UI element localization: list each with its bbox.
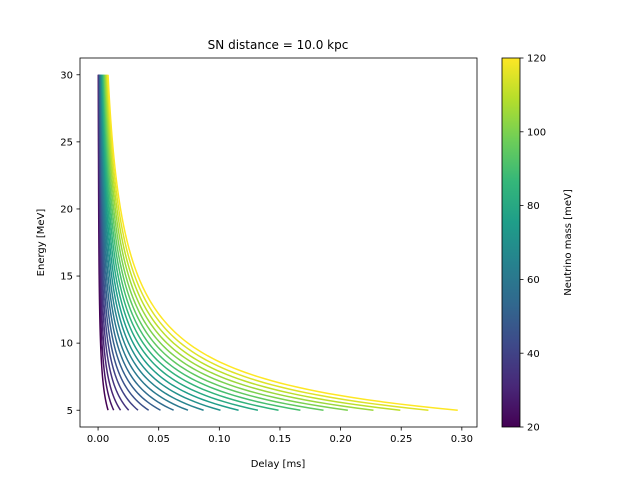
y-tick-label: 25: [60, 137, 73, 148]
curve-mass-85: [102, 74, 279, 411]
x-tick-label: 0.15: [269, 434, 291, 445]
colorbar-tick-label: 120: [527, 54, 546, 65]
curve-mass-105: [104, 74, 374, 411]
y-axis-ticks: 5 10 15 20 25 30: [60, 70, 80, 417]
x-axis-ticks: 0.00 0.05 0.10 0.15 0.20 0.25 0.30: [87, 427, 473, 445]
y-tick-label: 5: [67, 406, 73, 417]
y-tick-label: 30: [60, 70, 73, 81]
colorbar-tick-label: 60: [527, 275, 540, 286]
mass-curves: [97, 74, 458, 411]
x-tick-label: 0.10: [208, 434, 230, 445]
plot-frame: [79, 57, 478, 428]
colorbar-gradient: [502, 58, 520, 427]
x-tick-label: 0.05: [148, 434, 170, 445]
x-tick-label: 0.30: [451, 434, 473, 445]
colorbar-tick-label: 100: [527, 127, 546, 138]
x-tick-label: 0.00: [87, 434, 109, 445]
colorbar-label: Neutrino mass [meV]: [563, 189, 574, 296]
colorbar-tick-label: 40: [527, 349, 540, 360]
chart-title: SN distance = 10.0 kpc: [208, 38, 349, 52]
curve-mass-120: [107, 74, 458, 411]
colorbar-tick-label: 80: [527, 201, 540, 212]
colorbar-frame: [501, 57, 521, 428]
x-axis-label: Delay [ms]: [251, 459, 306, 470]
plot-area: 0.00 0.05 0.10 0.15 0.20 0.25 0.30 5 10 15 20 25 30: [60, 57, 478, 445]
y-axis-label: Energy [MeV]: [36, 209, 47, 277]
y-tick-label: 15: [60, 272, 73, 283]
curve-mass-115: [106, 74, 429, 411]
y-tick-label: 10: [60, 339, 73, 350]
x-tick-label: 0.20: [329, 434, 351, 445]
colorbar: 20 40 60 80 100 120 Neutrino mass [meV]: [501, 54, 574, 434]
colorbar-tick-label: 20: [527, 423, 540, 434]
curve-mass-90: [102, 74, 301, 411]
curve-mass-110: [105, 74, 401, 411]
x-tick-label: 0.25: [390, 434, 412, 445]
y-tick-label: 20: [60, 205, 73, 216]
curve-mass-100: [104, 74, 348, 411]
curve-mass-95: [103, 74, 324, 411]
colorbar-ticks: 20 40 60 80 100 120: [520, 54, 546, 434]
curve-mass-80: [101, 74, 259, 411]
